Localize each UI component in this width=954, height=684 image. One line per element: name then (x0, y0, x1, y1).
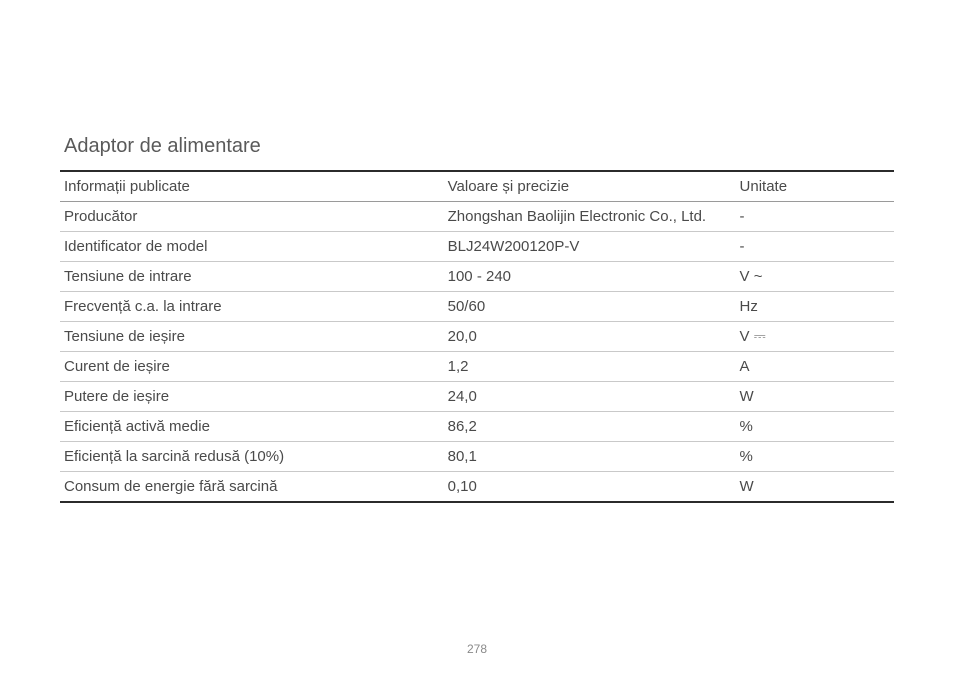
cell-value: 20,0 (444, 322, 736, 352)
cell-label: Tensiune de intrare (60, 262, 444, 292)
page-number: 278 (0, 642, 954, 656)
cell-value: 24,0 (444, 382, 736, 412)
cell-value: 0,10 (444, 472, 736, 503)
cell-value: 80,1 (444, 442, 736, 472)
cell-unit: V ~ (736, 262, 894, 292)
cell-label: Curent de ieșire (60, 352, 444, 382)
cell-unit: Hz (736, 292, 894, 322)
table-row: Frecvență c.a. la intrare50/60Hz (60, 292, 894, 322)
column-header-value: Valoare și precizie (444, 171, 736, 202)
table-row: Putere de ieșire24,0W (60, 382, 894, 412)
table-row: Tensiune de ieșire20,0V ⎓ (60, 322, 894, 352)
cell-unit: V ⎓ (736, 322, 894, 352)
cell-unit: A (736, 352, 894, 382)
cell-value: 86,2 (444, 412, 736, 442)
table-body: ProducătorZhongshan Baolijin Electronic … (60, 202, 894, 503)
cell-value: 50/60 (444, 292, 736, 322)
cell-label: Frecvență c.a. la intrare (60, 292, 444, 322)
section-title: Adaptor de alimentare (60, 135, 894, 158)
cell-value: 1,2 (444, 352, 736, 382)
cell-label: Producător (60, 202, 444, 232)
spec-table: Informații publicate Valoare și precizie… (60, 170, 894, 503)
cell-value: BLJ24W200120P-V (444, 232, 736, 262)
table-row: ProducătorZhongshan Baolijin Electronic … (60, 202, 894, 232)
cell-unit: % (736, 442, 894, 472)
cell-label: Identificator de model (60, 232, 444, 262)
cell-unit: W (736, 472, 894, 503)
table-row: Consum de energie fără sarcină0,10W (60, 472, 894, 503)
cell-label: Consum de energie fără sarcină (60, 472, 444, 503)
table-row: Tensiune de intrare100 - 240V ~ (60, 262, 894, 292)
cell-unit: W (736, 382, 894, 412)
cell-unit: - (736, 232, 894, 262)
cell-value: 100 - 240 (444, 262, 736, 292)
column-header-label: Informații publicate (60, 171, 444, 202)
table-row: Curent de ieșire1,2A (60, 352, 894, 382)
table-header-row: Informații publicate Valoare și precizie… (60, 171, 894, 202)
cell-unit: % (736, 412, 894, 442)
cell-label: Eficiență activă medie (60, 412, 444, 442)
cell-value: Zhongshan Baolijin Electronic Co., Ltd. (444, 202, 736, 232)
table-row: Identificator de modelBLJ24W200120P-V- (60, 232, 894, 262)
cell-label: Putere de ieșire (60, 382, 444, 412)
cell-label: Tensiune de ieșire (60, 322, 444, 352)
column-header-unit: Unitate (736, 171, 894, 202)
table-row: Eficiență activă medie86,2% (60, 412, 894, 442)
document-page: Adaptor de alimentare Informații publica… (0, 0, 954, 503)
cell-unit: - (736, 202, 894, 232)
table-row: Eficiență la sarcină redusă (10%)80,1% (60, 442, 894, 472)
cell-label: Eficiență la sarcină redusă (10%) (60, 442, 444, 472)
